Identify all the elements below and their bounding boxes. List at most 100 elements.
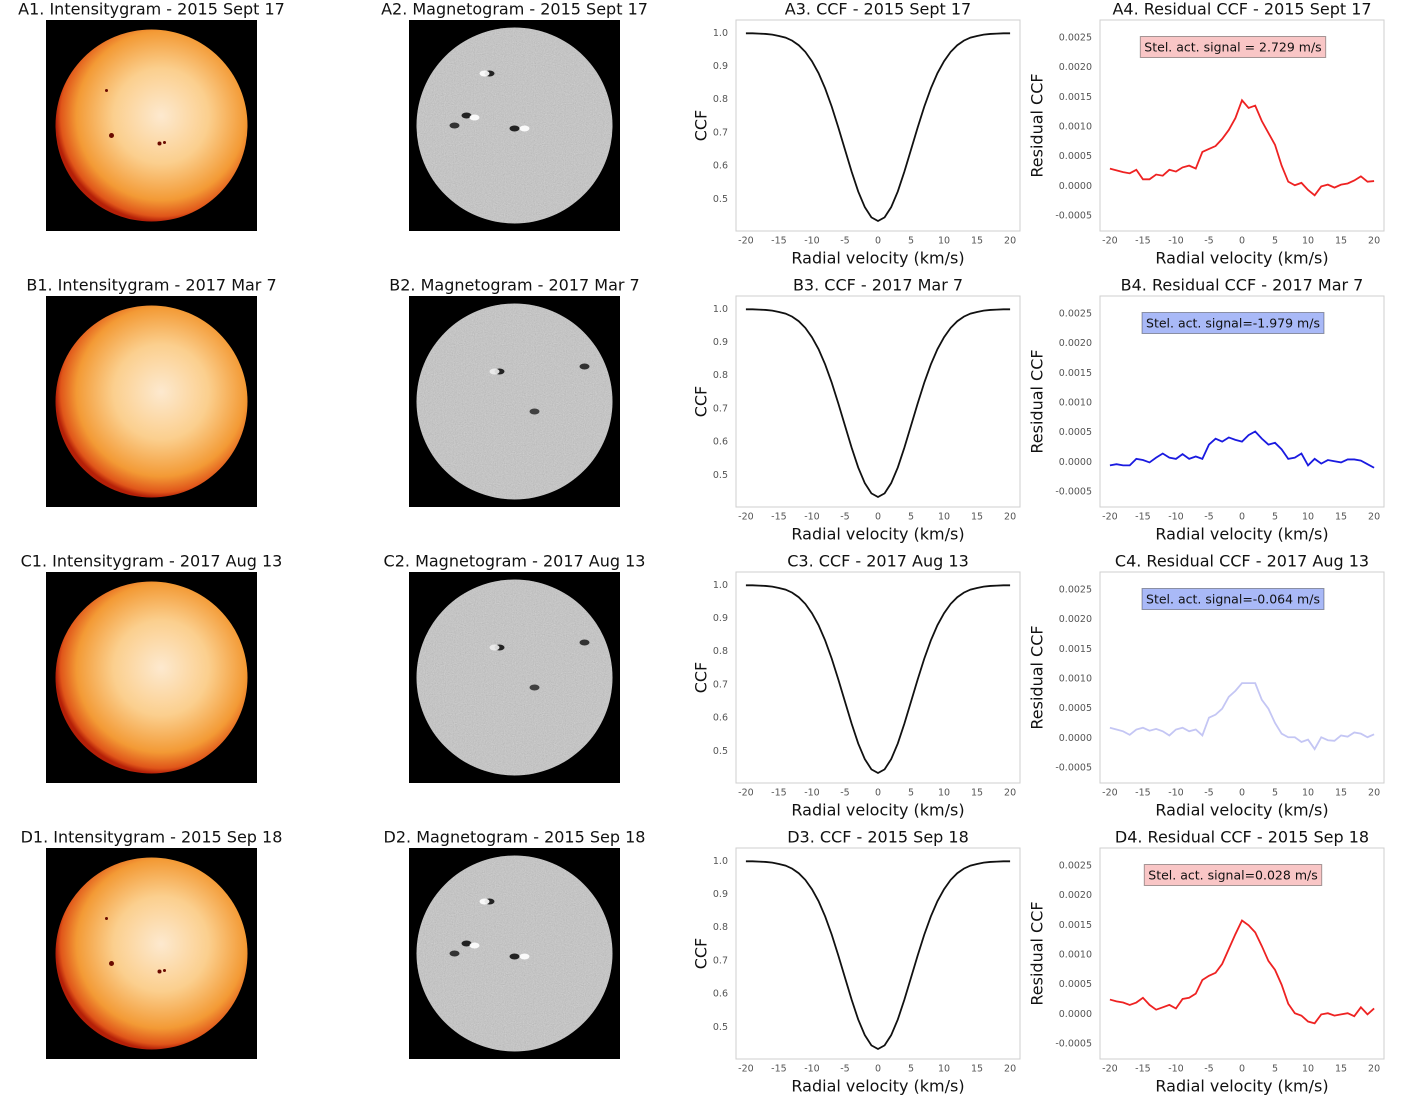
x-tick-label: -5 [1204,1064,1213,1075]
magnetic-region [461,112,472,119]
sunspot [163,141,166,144]
series-line [745,860,1011,1051]
annotation: Stel. act. signal = 2.729 m/s [1139,36,1327,58]
y-tick-label: 0.0000 [1059,457,1092,468]
x-tick-label: -10 [1168,512,1184,523]
y-tick-label: 0.0015 [1059,920,1092,931]
x-tick-label: 10 [938,1064,950,1075]
magnetic-region [519,125,530,132]
x-tick-label: 20 [1004,512,1016,523]
x-axis-label: Radial velocity (km/s) [791,801,964,820]
x-axis-label: Radial velocity (km/s) [1155,801,1328,820]
magnetic-region [579,639,590,646]
x-tick-label: -15 [1135,236,1151,247]
x-tick-label: 0 [875,236,881,247]
chart-title: C4. Residual CCF - 2017 Aug 13 [1115,552,1369,571]
x-tick-label: -10 [1168,788,1184,799]
y-tick-label: 0.8 [713,922,728,933]
y-tick-label: 0.0025 [1059,584,1092,595]
chart-title: B4. Residual CCF - 2017 Mar 7 [1121,276,1364,295]
image-title: C1. Intensitygram - 2017 Aug 13 [21,552,283,571]
y-tick-label: 0.0005 [1059,979,1092,990]
magnetogram-disk [416,303,613,500]
x-tick-label: -15 [771,236,787,247]
x-tick-label: 15 [1335,1064,1347,1075]
sunspot [109,133,114,138]
y-tick-label: 0.5 [713,470,728,481]
x-tick-label: -15 [1135,1064,1151,1075]
y-axis-label: CCF [692,662,711,694]
x-tick-label: -10 [804,1064,820,1075]
magnetic-region [469,114,480,121]
sunspot [157,141,162,146]
x-tick-label: 0 [1239,512,1245,523]
series-line [1109,430,1375,469]
y-tick-label: 0.0005 [1059,151,1092,162]
sunspot [163,969,166,972]
x-tick-label: 5 [908,788,914,799]
y-tick-label: 0.5 [713,746,728,757]
x-tick-label: 0 [875,1064,881,1075]
image-title: B2. Magnetogram - 2017 Mar 7 [389,276,639,295]
magnetic-region [449,950,460,957]
y-tick-label: 1.0 [713,856,728,867]
magnetic-region [479,898,490,905]
chart-title: C3. CCF - 2017 Aug 13 [787,552,969,571]
y-tick-label: -0.0005 [1055,487,1092,498]
x-tick-label: -5 [840,788,849,799]
x-tick-label: 5 [908,236,914,247]
y-tick-label: 0.0015 [1059,92,1092,103]
y-tick-label: 0.0010 [1059,121,1092,132]
annotation-box [1141,588,1325,610]
y-axis-label: Residual CCF [1028,73,1047,177]
x-tick-label: -20 [738,236,754,247]
x-tick-label: 5 [1272,1064,1278,1075]
x-tick-label: 10 [1302,512,1314,523]
y-tick-label: -0.0005 [1055,1039,1092,1050]
x-tick-label: 20 [1004,236,1016,247]
sunspot [105,89,108,92]
magnetogram-disk [416,579,613,776]
chart-title: B3. CCF - 2017 Mar 7 [793,276,963,295]
series-line [1109,682,1375,751]
x-tick-label: 20 [1368,788,1380,799]
y-tick-label: 0.6 [713,437,728,448]
y-tick-label: 0.0000 [1059,181,1092,192]
x-tick-label: 5 [908,1064,914,1075]
x-tick-label: 15 [1335,512,1347,523]
annotation-text: Stel. act. signal = 2.729 m/s [1144,40,1321,55]
y-tick-label: 0.0025 [1059,308,1092,319]
magnetic-region [489,368,500,375]
x-tick-label: 15 [1335,788,1347,799]
magnetic-region [489,644,500,651]
series-line [1109,98,1375,197]
x-tick-label: 5 [1272,512,1278,523]
x-tick-label: -20 [738,1064,754,1075]
y-tick-label: 0.0025 [1059,32,1092,43]
magnetic-region [469,942,480,949]
y-tick-label: 1.0 [713,304,728,315]
y-tick-label: 0.9 [713,337,728,348]
magnetic-region [479,70,490,77]
plot-area [735,571,1021,784]
chart-title: A4. Residual CCF - 2015 Sept 17 [1112,0,1371,19]
plot-area [735,295,1021,508]
y-tick-label: 0.0000 [1059,733,1092,744]
plot-area [735,19,1021,232]
y-tick-label: 0.8 [713,646,728,657]
magnetic-region [449,122,460,129]
x-tick-label: -10 [1168,236,1184,247]
x-tick-label: -10 [1168,1064,1184,1075]
x-tick-label: 15 [971,1064,983,1075]
x-tick-label: 10 [938,788,950,799]
x-tick-label: -15 [771,512,787,523]
y-tick-label: 0.0015 [1059,368,1092,379]
x-tick-label: 10 [938,512,950,523]
x-tick-label: -5 [1204,788,1213,799]
x-tick-label: 5 [1272,236,1278,247]
chart-title: D3. CCF - 2015 Sep 18 [787,828,969,847]
y-axis-label: Residual CCF [1028,901,1047,1005]
x-tick-label: -10 [804,236,820,247]
annotation-box [1143,864,1323,886]
x-tick-label: -5 [1204,512,1213,523]
